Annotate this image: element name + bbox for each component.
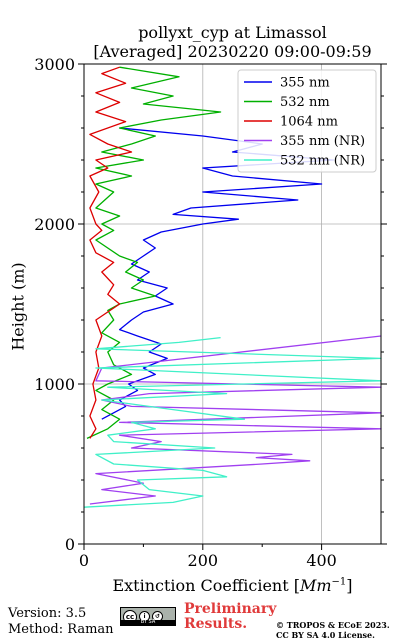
cc-license-badge: cc i ↺ BY SA [120, 607, 176, 626]
legend-label: 355 nm (NR) [280, 134, 365, 149]
x-axis-label-close: ] [346, 576, 353, 595]
x-tick-label: 0 [79, 551, 89, 570]
version-text: Version: 3.5 [8, 606, 87, 621]
preliminary-line1: Preliminary [184, 601, 277, 617]
x-axis-label-text: Extinction Coefficient [ [112, 576, 300, 595]
license-band: BY SA [121, 620, 175, 625]
series-line [101, 127, 335, 420]
copyright-line2: CC BY SA 4.0 License. [276, 630, 375, 640]
chart-title-line1: pollyxt_cyp at Limassol [138, 23, 327, 42]
series-line [89, 335, 382, 505]
legend-label: 1064 nm [280, 115, 338, 130]
series-line [89, 66, 133, 439]
legend-box [237, 69, 377, 173]
legend-label: 532 nm (NR) [280, 154, 365, 169]
y-tick-label: 3000 [34, 55, 75, 74]
preliminary-line2: Results. [184, 616, 248, 632]
x-tick-label: 400 [306, 551, 337, 570]
preliminary-notice: Preliminary Results. [184, 602, 276, 632]
legend-label: 355 nm [280, 76, 330, 91]
copyright-line1: © TROPOS & ECoE 2023. [276, 620, 390, 630]
x-axis-label: Extinction Coefficient [Mm−1] [84, 576, 381, 595]
y-axis-label: Height (m) [8, 262, 28, 351]
copyright-notice: © TROPOS & ECoE 2023. CC BY SA 4.0 Licen… [276, 620, 390, 640]
x-axis-label-exp: −1 [331, 576, 347, 588]
version-info: Version: 3.5 Method: Raman [8, 606, 114, 638]
method-text: Method: Raman [8, 622, 114, 637]
x-tick-label: 200 [188, 551, 219, 570]
plot-frame [83, 63, 382, 545]
y-tick-label: 1000 [34, 375, 75, 394]
legend-label: 532 nm [280, 95, 330, 110]
chart-title-line2: [Averaged] 20230220 09:00-09:59 [93, 42, 372, 61]
y-tick-label: 0 [65, 535, 75, 554]
y-tick-label: 2000 [34, 215, 75, 234]
x-axis-label-unit: Mm [299, 576, 332, 595]
series-line [83, 336, 382, 508]
series-line [86, 66, 222, 439]
